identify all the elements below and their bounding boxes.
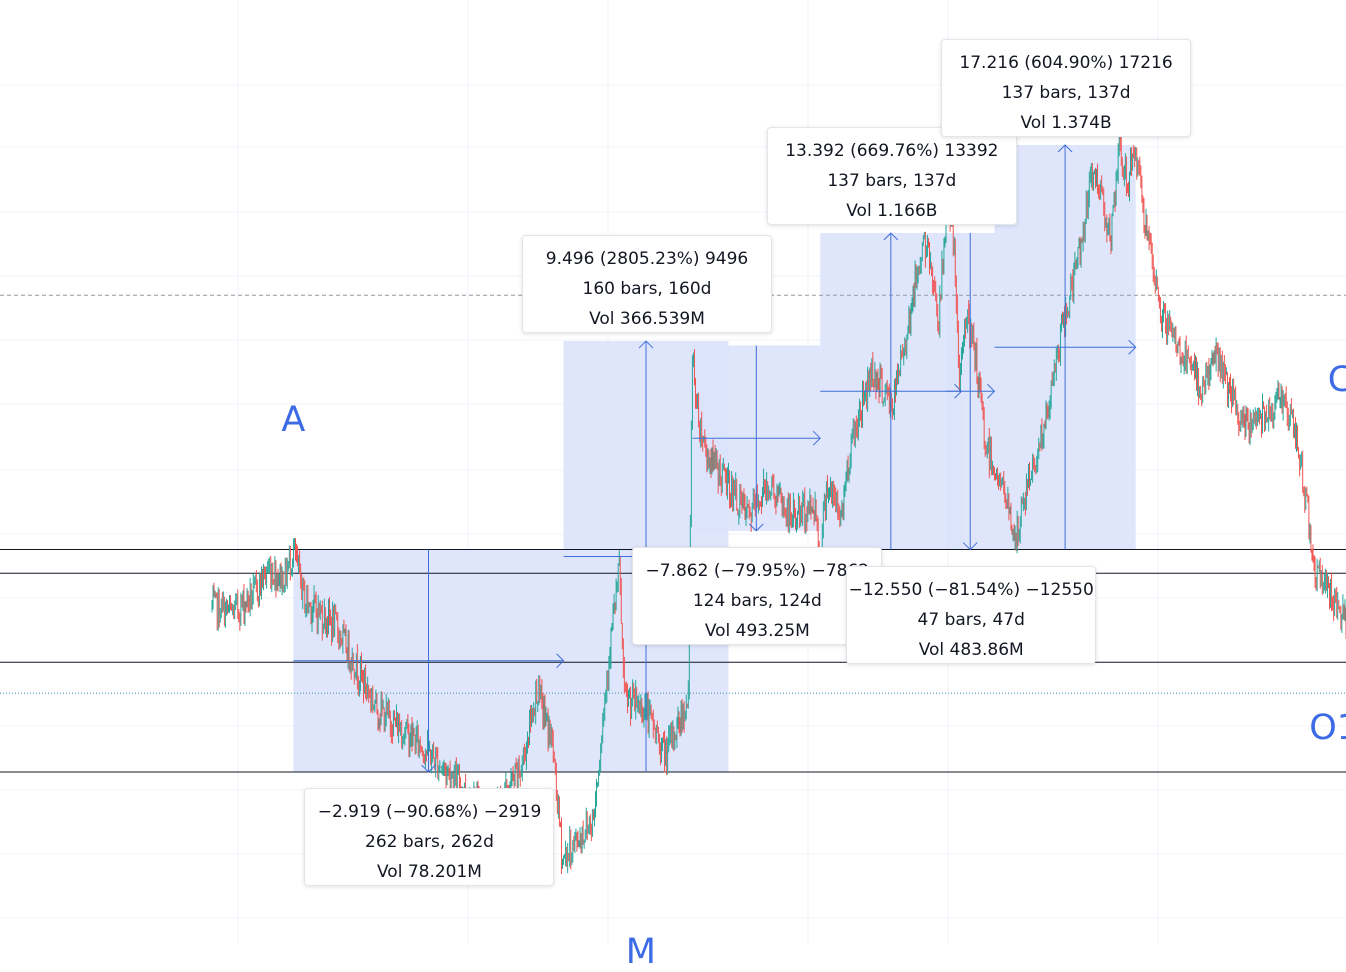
measure-info-label-2: 262 bars, 262d bbox=[365, 832, 494, 852]
measure-info-label-2: 160 bars, 160d bbox=[582, 279, 712, 300]
measure-horizontal-arrowhead-4 bbox=[987, 383, 996, 399]
measure-info-box-1: 9.496 (2805.23%) 9496 160 bars, 160d Vol 3… bbox=[522, 235, 772, 334]
tag-a: A bbox=[281, 399, 306, 440]
measure-info-label-2: 137 bars, 137d bbox=[1001, 83, 1131, 103]
measure-vertical-arrowhead-0 bbox=[421, 764, 436, 773]
measure-info-box-4: −12.550 (−81.54%) −12550 47 bars, 47d Vol … bbox=[846, 565, 1097, 664]
measure-info-label-2: 124 bars, 124d bbox=[692, 590, 822, 611]
measure-info-label-1: 17.216 (604.90%) 17216 bbox=[959, 53, 1173, 73]
measure-info-box-5: 17.216 (604.90%) 17216 137 bars, 137d Vol … bbox=[941, 39, 1192, 137]
measure-info-label-3: Vol 483.86M bbox=[918, 639, 1024, 660]
measure-info-label-1: −12.550 (−81.54%) −12550 bbox=[848, 579, 1094, 600]
measure-info-label-3: Vol 1.166B bbox=[846, 201, 938, 222]
measure-info-label-1: −2.919 (−90.68%) −2919 bbox=[317, 802, 542, 822]
measure-info-label-1: 9.496 (2805.23%) 9496 bbox=[545, 249, 749, 270]
measure-info-box-2: −7.862 (−79.95%) −7862 124 bars, 124d Vol … bbox=[632, 546, 883, 645]
measure-vertical-arrowhead-3 bbox=[883, 232, 899, 241]
measure-info-label-3: Vol 1.374B bbox=[1020, 113, 1112, 133]
measure-info-label-1: 13.392 (669.76%) 13392 bbox=[785, 141, 999, 162]
measure-horizontal-arrowhead-0 bbox=[556, 653, 565, 669]
tag-m: M bbox=[625, 931, 656, 972]
candlestick-chart bbox=[0, 0, 1346, 944]
measure-info-label-3: Vol 366.539M bbox=[589, 309, 705, 330]
measure-horizontal-arrowhead-2 bbox=[812, 430, 821, 446]
levels bbox=[0, 294, 1346, 773]
measure-info-label-3: Vol 78.201M bbox=[376, 862, 482, 882]
measure-info-label-1: −7.862 (−79.95%) −7862 bbox=[645, 560, 870, 581]
measure-info-label-2: 47 bars, 47d bbox=[917, 609, 1025, 630]
measure-info-box-0: −2.919 (−90.68%) −2919 262 bars, 262d Vol … bbox=[304, 788, 555, 886]
measure-vertical-arrowhead-2 bbox=[748, 523, 764, 532]
measure-info-label-2: 137 bars, 137d bbox=[827, 171, 957, 192]
measure-info-box-3: 13.392 (669.76%) 13392 137 bars, 137d Vol … bbox=[766, 127, 1017, 226]
measure-vertical-arrowhead-1 bbox=[638, 340, 654, 349]
measure-horizontal-arrowhead-5 bbox=[1128, 339, 1137, 355]
tag-c1: C1 bbox=[1327, 359, 1346, 400]
candles bbox=[211, 131, 1346, 874]
measure-vertical-arrowhead-5 bbox=[1057, 144, 1073, 153]
measure-info-label-3: Vol 493.25M bbox=[704, 620, 810, 641]
measure-vertical-arrowhead-4 bbox=[962, 542, 978, 551]
tag-o1: O1 bbox=[1309, 707, 1346, 748]
